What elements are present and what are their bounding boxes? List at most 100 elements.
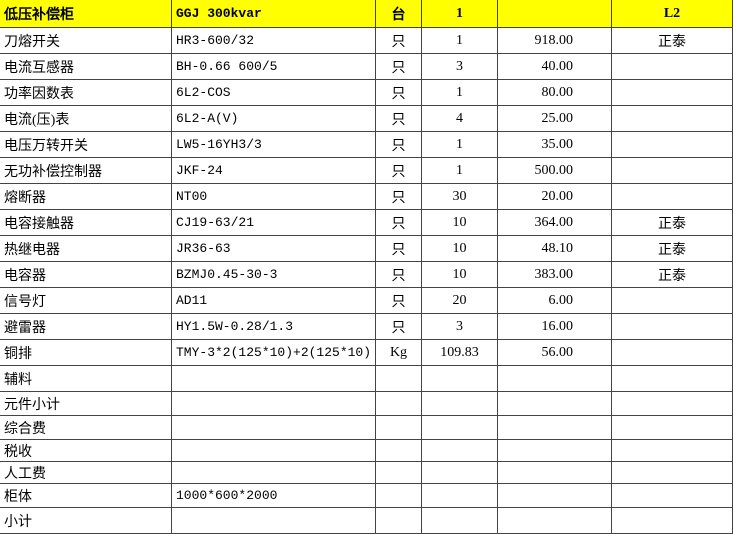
table-cell: 柜体 <box>0 484 172 508</box>
cell-text: 364.00 <box>534 214 574 230</box>
table-cell: 只 <box>376 158 422 184</box>
table-cell <box>498 416 612 440</box>
table-cell: 1 <box>422 158 498 184</box>
table-cell: 10 <box>422 210 498 236</box>
cell-text: 正泰 <box>658 34 686 50</box>
table-cell: 只 <box>376 236 422 262</box>
table-cell <box>612 80 733 106</box>
table-cell: 500.00 <box>498 158 612 184</box>
table-cell: 电流互感器 <box>0 54 172 80</box>
cell-text: LW5-16YH3/3 <box>176 137 262 152</box>
table-cell: 只 <box>376 54 422 80</box>
table-cell <box>172 462 376 484</box>
cell-text: 4 <box>456 110 463 126</box>
table-cell: HR3-600/32 <box>172 28 376 54</box>
table-cell <box>612 158 733 184</box>
table-cell <box>376 508 422 534</box>
cell-text: HY1.5W-0.28/1.3 <box>176 319 294 334</box>
cell-text: 辅料 <box>4 372 32 388</box>
table-cell: 918.00 <box>498 28 612 54</box>
cell-text: 只 <box>391 138 406 154</box>
cell-text: 3 <box>456 318 463 334</box>
cell-text: NT00 <box>176 189 208 204</box>
table-cell <box>612 416 733 440</box>
table-cell: 刀熔开关 <box>0 28 172 54</box>
cell-text: 无功补偿控制器 <box>4 164 102 180</box>
table-cell: 只 <box>376 262 422 288</box>
table-cell: 16.00 <box>498 314 612 340</box>
table-cell <box>422 484 498 508</box>
table-cell <box>498 366 612 392</box>
table-cell: 56.00 <box>498 340 612 366</box>
cell-text: 48.10 <box>541 240 574 256</box>
table-cell <box>612 508 733 534</box>
table-cell <box>422 462 498 484</box>
table-cell <box>172 440 376 462</box>
cell-text: 税收 <box>4 444 32 460</box>
cell-text: 1 <box>456 136 463 152</box>
cell-text: 电容器 <box>4 268 46 284</box>
table-cell: 元件小计 <box>0 392 172 416</box>
table-cell: 只 <box>376 106 422 132</box>
cell-text: 只 <box>391 34 406 50</box>
cell-text: GGJ 300kvar <box>176 6 262 21</box>
cell-text: Kg <box>389 344 408 360</box>
table-cell: 无功补偿控制器 <box>0 158 172 184</box>
cell-text: 1 <box>456 162 463 178</box>
cell-text: 只 <box>391 190 406 206</box>
cell-text: BH-0.66 600/5 <box>176 59 278 74</box>
table-cell <box>172 508 376 534</box>
table-cell: 6.00 <box>498 288 612 314</box>
cell-text: 台 <box>391 7 406 23</box>
table-cell: 正泰 <box>612 210 733 236</box>
table-cell: 3 <box>422 314 498 340</box>
table-cell: 20.00 <box>498 184 612 210</box>
cell-text: HR3-600/32 <box>176 33 255 48</box>
table-cell: 功率因数表 <box>0 80 172 106</box>
header-cell: 1 <box>422 0 498 28</box>
table-cell: CJ19-63/21 <box>172 210 376 236</box>
cell-text: 6L2-A(V) <box>176 111 239 126</box>
cell-text: 1 <box>456 84 463 100</box>
table-cell: JR36-63 <box>172 236 376 262</box>
cell-text: 电流互感器 <box>4 60 74 76</box>
cell-text: 只 <box>391 164 406 180</box>
table-cell: 80.00 <box>498 80 612 106</box>
table-cell <box>612 462 733 484</box>
cell-text: 6L2-COS <box>176 85 231 100</box>
table-cell <box>498 462 612 484</box>
table-cell: 只 <box>376 314 422 340</box>
table-cell: 电容器 <box>0 262 172 288</box>
table-cell: Kg <box>376 340 422 366</box>
table-cell <box>422 392 498 416</box>
cell-text: 56.00 <box>541 344 574 360</box>
table-cell: 48.10 <box>498 236 612 262</box>
table-cell: BZMJ0.45-30-3 <box>172 262 376 288</box>
cell-text: 柜体 <box>4 489 32 505</box>
table-cell: 1 <box>422 132 498 158</box>
table-cell: 避雷器 <box>0 314 172 340</box>
cell-text: 918.00 <box>534 32 574 48</box>
table-cell <box>422 440 498 462</box>
header-cell: GGJ 300kvar <box>172 0 376 28</box>
table-cell: 364.00 <box>498 210 612 236</box>
cell-text: 35.00 <box>541 136 574 152</box>
cell-text: 正泰 <box>658 216 686 232</box>
table-cell: 正泰 <box>612 262 733 288</box>
cell-text: 只 <box>391 268 406 284</box>
table-cell: 10 <box>422 236 498 262</box>
cell-text: 16.00 <box>541 318 574 334</box>
table-cell <box>422 508 498 534</box>
cell-text: 20.00 <box>541 188 574 204</box>
cell-text: 只 <box>391 294 406 310</box>
cell-text: 只 <box>391 320 406 336</box>
header-cell: 台 <box>376 0 422 28</box>
table-cell: 电容接触器 <box>0 210 172 236</box>
table-cell: 电流(压)表 <box>0 106 172 132</box>
cell-text: 500.00 <box>534 162 574 178</box>
cell-text: TMY-3*2(125*10)+2(125*10) <box>176 345 372 360</box>
table-cell <box>376 462 422 484</box>
cell-text: 元件小计 <box>4 397 60 413</box>
table-cell <box>612 54 733 80</box>
cell-text: 人工费 <box>4 466 46 482</box>
